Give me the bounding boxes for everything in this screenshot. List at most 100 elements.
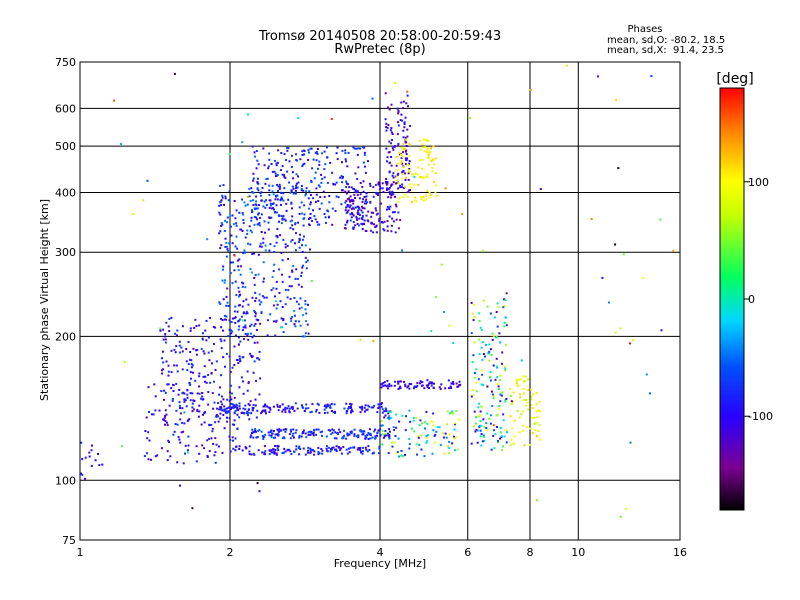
scatter-point [277,449,280,452]
scatter-point [375,209,378,212]
scatter-point [377,183,380,185]
scatter-point [248,195,251,198]
scatter-point [220,199,223,202]
scatter-point [320,448,323,450]
scatter-point [408,387,411,390]
scatter-point [220,406,222,409]
scatter-point [230,406,233,409]
scatter-point [309,451,312,454]
scatter-point [244,324,247,327]
scatter-point [313,428,316,431]
scatter-point [189,371,192,374]
scatter-point [201,398,204,401]
scatter-point [292,432,295,435]
scatter-point [370,406,373,409]
scatter-point [282,451,285,454]
scatter-point [231,392,233,395]
scatter-point [482,434,485,437]
scatter-point [367,210,370,213]
scatter-point [384,118,387,121]
scatter-point [325,405,328,408]
scatter-point [298,434,301,437]
scatter-point [262,147,265,150]
scatter-point [164,415,167,417]
scatter-point [315,410,318,413]
scatter-point [442,432,445,435]
scatter-point [283,218,286,221]
scatter-point [275,300,277,303]
scatter-point [250,432,253,435]
scatter-point [220,340,223,343]
scatter-point [489,348,492,351]
scatter-point [499,341,502,344]
scatter-point [225,304,228,307]
scatter-point [275,175,277,178]
scatter-point [250,219,253,222]
scatter-point [167,364,170,367]
scatter-point [494,432,497,435]
scatter-point [351,410,354,413]
scatter-point [88,455,91,458]
scatter-point [305,192,307,195]
scatter-point [485,422,488,425]
scatter-point [374,428,377,431]
scatter-point [183,422,186,425]
scatter-point [234,437,237,440]
scatter-point [361,452,364,455]
scatter-point [262,261,265,264]
scatter-point [629,342,631,345]
scatter-point [361,217,363,220]
scatter-point [401,183,404,186]
scatter-point [232,439,234,442]
scatter-point [425,441,428,444]
scatter-point [414,196,417,199]
scatter-point [234,448,237,451]
scatter-point [335,181,338,184]
scatter-point [352,207,355,210]
scatter-point [238,386,241,389]
scatter-point [303,162,306,165]
scatter-point [388,140,391,143]
scatter-point [391,217,394,220]
scatter-point [434,433,437,436]
scatter-point [288,448,291,451]
scatter-point [501,362,503,365]
scatter-point [511,427,513,430]
scatter-point [245,447,248,450]
scatter-point [367,404,370,407]
scatter-point [241,141,244,144]
scatter-point [355,217,358,220]
scatter-point [502,306,505,309]
scatter-point [608,301,610,304]
scatter-point [382,190,385,193]
scatter-point [356,190,359,193]
scatter-point [447,379,450,382]
scatter-point [375,231,378,234]
scatter-point [386,205,389,208]
scatter-point [510,403,513,405]
scatter-point [361,200,364,203]
scatter-point [435,430,438,433]
scatter-point [530,404,533,407]
x-tick-label: 1 [77,546,84,559]
x-tick-label: 6 [464,546,471,559]
scatter-point [426,189,429,192]
scatter-point [347,204,350,207]
scatter-point [380,420,383,423]
scatter-point [261,410,264,413]
scatter-point [405,159,408,161]
scatter-point [181,407,184,410]
scatter-point [259,377,262,380]
scatter-point [189,327,192,330]
scatter-point [289,220,292,223]
scatter-point [257,163,260,166]
scatter-point [98,464,101,467]
scatter-point [429,151,432,153]
scatter-point [248,445,251,448]
scatter-point [357,212,360,215]
scatter-point [387,416,390,419]
scatter-point [245,298,248,301]
y-tick-label: 200 [55,330,76,343]
scatter-point [504,299,507,302]
scatter-point [537,430,540,433]
